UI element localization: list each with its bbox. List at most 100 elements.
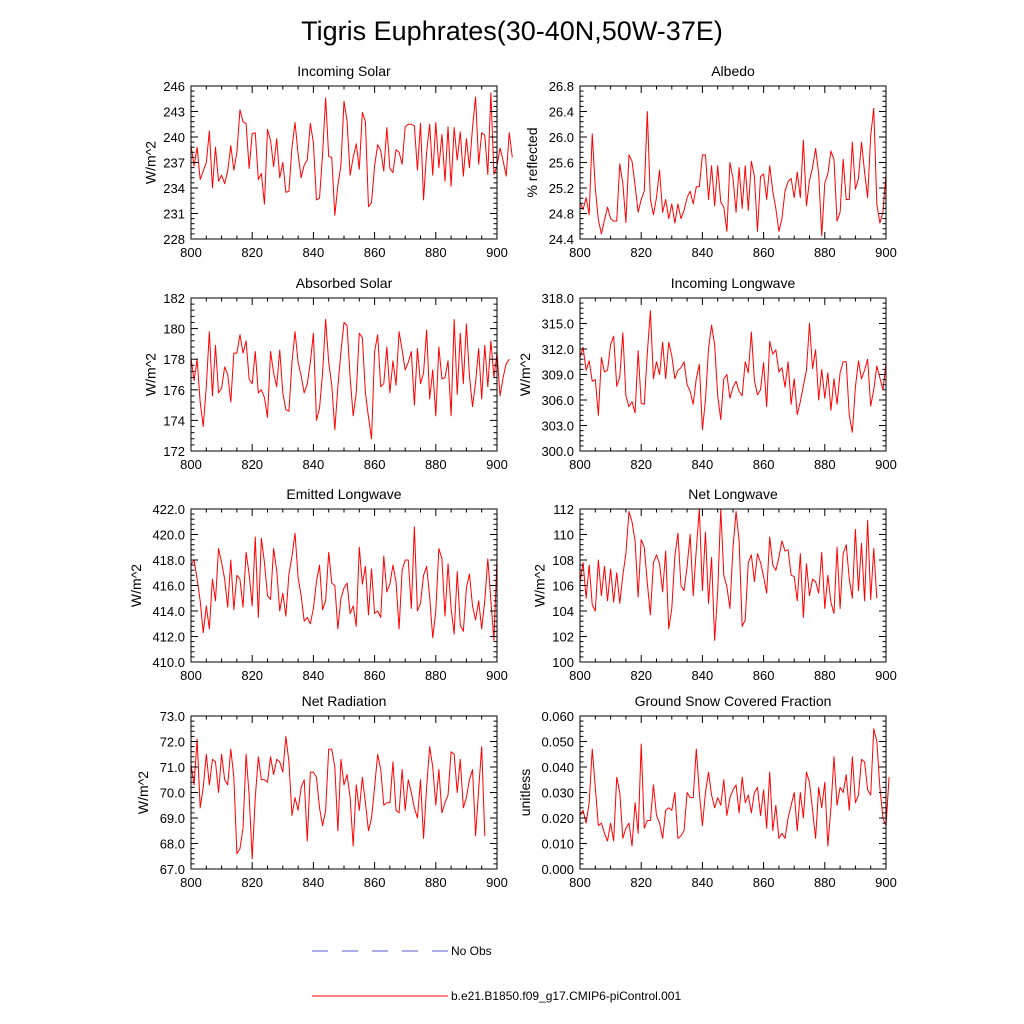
absorbed-solar-xtick-label: 860 bbox=[364, 457, 386, 472]
incoming-solar-panel: 800 820 840 860 880 900 228 231 234 237 240 243 246 I… bbox=[142, 63, 513, 260]
incoming-longwave-panel: 800 820 840 860 880 900 300.0 303.0 306.0 309.0 31… bbox=[517, 275, 897, 472]
absorbed-solar-plot-frame bbox=[190, 297, 498, 452]
ground-snow-covered-fraction-xtick-label: 860 bbox=[753, 875, 775, 890]
incoming-longwave-ytick-label: 318.0 bbox=[541, 291, 574, 306]
absorbed-solar-xtick-label: 820 bbox=[241, 457, 263, 472]
net-radiation-ytick-label: 67.0 bbox=[160, 862, 185, 877]
ground-snow-covered-fraction-ytick-label: 0.030 bbox=[541, 786, 574, 801]
net-longwave-ytick-label: 106 bbox=[552, 579, 574, 594]
albedo-xtick-label: 880 bbox=[814, 245, 836, 260]
legend-obs-label: No Obs bbox=[451, 944, 492, 958]
ground-snow-covered-fraction-ytick-label: 0.040 bbox=[541, 760, 574, 775]
incoming-longwave-ytick-label: 306.0 bbox=[541, 393, 574, 408]
incoming-solar-xtick-label: 860 bbox=[364, 245, 386, 260]
ground-snow-covered-fraction-ytick-label: 0.060 bbox=[541, 709, 574, 724]
incoming-longwave-xtick-label: 860 bbox=[753, 457, 775, 472]
incoming-solar-ytick-label: 231 bbox=[163, 207, 185, 222]
albedo-ytick-label: 25.6 bbox=[549, 156, 574, 171]
emitted-longwave-xtick-label: 860 bbox=[364, 668, 386, 683]
net-radiation-xtick-label: 820 bbox=[241, 875, 263, 890]
net-radiation-ytick-label: 71.0 bbox=[160, 760, 185, 775]
incoming-longwave-ytick-label: 312.0 bbox=[541, 342, 574, 357]
incoming-solar-ytick-label: 243 bbox=[163, 105, 185, 120]
incoming-longwave-ytick-label: 309.0 bbox=[541, 368, 574, 383]
incoming-solar-series-line bbox=[190, 92, 513, 216]
emitted-longwave-ytick-label: 412.0 bbox=[152, 630, 185, 645]
net-longwave-ytick-label: 100 bbox=[552, 655, 574, 670]
albedo-xtick-label: 800 bbox=[569, 245, 591, 260]
emitted-longwave-ytick-label: 414.0 bbox=[152, 604, 185, 619]
absorbed-solar-panel: 800 820 840 860 880 900 172 174 176 178 180 182 Abso… bbox=[142, 275, 510, 472]
albedo-ytick-label: 26.4 bbox=[549, 105, 574, 120]
net-longwave-ytick-label: 102 bbox=[552, 630, 574, 645]
incoming-solar-xtick-label: 840 bbox=[303, 245, 325, 260]
net-longwave-ylabel: W/m^2 bbox=[531, 564, 547, 607]
emitted-longwave-ytick-label: 422.0 bbox=[152, 502, 185, 517]
net-longwave-ytick-label: 112 bbox=[553, 502, 574, 517]
albedo-ytick-label: 24.8 bbox=[549, 207, 574, 222]
incoming-solar-ytick-label: 234 bbox=[163, 181, 185, 196]
net-longwave-xtick-label: 860 bbox=[753, 668, 775, 683]
net-radiation-ytick-label: 70.0 bbox=[160, 786, 185, 801]
net-radiation-series-line bbox=[190, 735, 486, 860]
emitted-longwave-ytick-label: 416.0 bbox=[152, 579, 185, 594]
net-longwave-xtick-label: 820 bbox=[630, 668, 652, 683]
emitted-longwave-plot-frame bbox=[190, 508, 498, 663]
albedo-ytick-label: 26.0 bbox=[549, 130, 574, 145]
absorbed-solar-series-line bbox=[190, 318, 510, 440]
absorbed-solar-ytick-label: 180 bbox=[163, 322, 185, 337]
absorbed-solar-xtick-label: 900 bbox=[486, 457, 508, 472]
incoming-solar-xtick-label: 800 bbox=[180, 245, 202, 260]
net-longwave-ytick-label: 104 bbox=[552, 604, 574, 619]
emitted-longwave-xtick-label: 820 bbox=[241, 668, 263, 683]
absorbed-solar-ytick-label: 178 bbox=[163, 352, 185, 367]
emitted-longwave-xtick-label: 880 bbox=[425, 668, 447, 683]
net-longwave-xtick-label: 840 bbox=[692, 668, 714, 683]
net-longwave-ytick-label: 108 bbox=[552, 553, 574, 568]
albedo-panel: 800 820 840 860 880 900 24.4 24.8 25.2 25.6 26.0 26… bbox=[524, 63, 897, 260]
net-radiation-ytick-label: 73.0 bbox=[160, 709, 185, 724]
albedo-series-line bbox=[579, 107, 887, 237]
incoming-longwave-ylabel: W/m^2 bbox=[517, 353, 533, 396]
legend: No Obs b.e21.B1850.f09_g17.CMIP6-piContr… bbox=[312, 944, 681, 1003]
incoming-longwave-ytick-label: 315.0 bbox=[541, 317, 574, 332]
incoming-longwave-xtick-label: 900 bbox=[875, 457, 897, 472]
incoming-solar-xtick-label: 900 bbox=[486, 245, 508, 260]
net-radiation-panel: 800 820 840 860 880 900 67.0 68.0 69.0 70.0 71.0 72… bbox=[135, 693, 508, 890]
net-longwave-panel: 800 820 840 860 880 900 100 102 104 106 108 110 112 N… bbox=[531, 486, 896, 683]
absorbed-solar-ytick-label: 182 bbox=[163, 291, 185, 306]
absorbed-solar-ytick-label: 176 bbox=[163, 383, 185, 398]
albedo-ylabel: % reflected bbox=[524, 127, 540, 197]
incoming-longwave-series-line bbox=[579, 310, 887, 433]
incoming-solar-ytick-label: 246 bbox=[163, 79, 185, 94]
ground-snow-covered-fraction-xtick-label: 880 bbox=[814, 875, 836, 890]
net-longwave-ytick-label: 110 bbox=[553, 528, 574, 543]
emitted-longwave-title: Emitted Longwave bbox=[286, 486, 401, 502]
ground-snow-covered-fraction-ytick-label: 0.020 bbox=[541, 811, 574, 826]
incoming-longwave-xtick-label: 880 bbox=[814, 457, 836, 472]
absorbed-solar-xtick-label: 880 bbox=[425, 457, 447, 472]
emitted-longwave-ylabel: W/m^2 bbox=[128, 564, 144, 607]
net-radiation-title: Net Radiation bbox=[302, 693, 387, 709]
incoming-solar-ylabel: W/m^2 bbox=[142, 141, 158, 184]
incoming-longwave-xtick-label: 800 bbox=[569, 457, 591, 472]
net-longwave-xtick-label: 900 bbox=[875, 668, 897, 683]
net-longwave-xtick-label: 800 bbox=[569, 668, 591, 683]
absorbed-solar-xtick-label: 840 bbox=[303, 457, 325, 472]
ground-snow-covered-fraction-xtick-label: 800 bbox=[569, 875, 591, 890]
incoming-solar-xtick-label: 820 bbox=[241, 245, 263, 260]
net-radiation-ylabel: W/m^2 bbox=[135, 771, 151, 814]
albedo-ytick-label: 26.8 bbox=[549, 79, 574, 94]
incoming-longwave-title: Incoming Longwave bbox=[671, 275, 796, 291]
net-radiation-xtick-label: 800 bbox=[180, 875, 202, 890]
incoming-solar-ytick-label: 240 bbox=[163, 130, 185, 145]
albedo-xtick-label: 860 bbox=[753, 245, 775, 260]
legend-model-label: b.e21.B1850.f09_g17.CMIP6-piControl.001 bbox=[451, 989, 681, 1003]
net-longwave-xtick-label: 880 bbox=[814, 668, 836, 683]
ground-snow-covered-fraction-panel: 800 820 840 860 880 900 0.000 0.010 0.020 0.030 0.… bbox=[517, 693, 897, 890]
emitted-longwave-panel: 800 820 840 860 880 900 410.0 412.0 414.0 416.0 41… bbox=[128, 486, 508, 683]
ground-snow-covered-fraction-ytick-label: 0.000 bbox=[541, 862, 574, 877]
panels-grid: 800 820 840 860 880 900 228 231 234 237 240 243 246 I… bbox=[128, 63, 897, 890]
incoming-solar-title: Incoming Solar bbox=[297, 63, 391, 79]
